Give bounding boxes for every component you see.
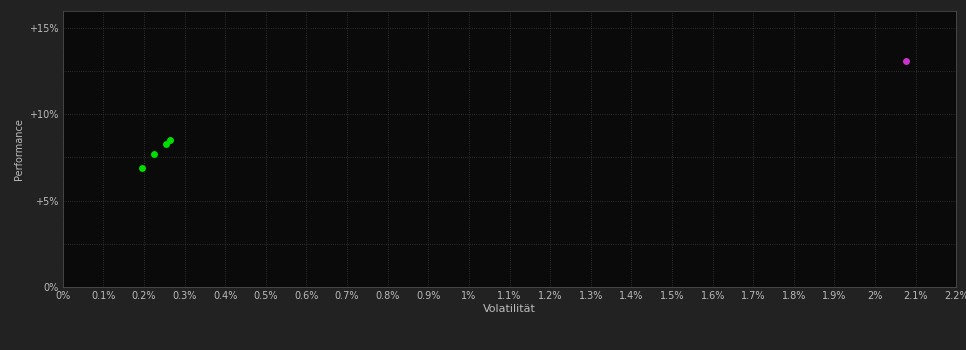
Point bbox=[134, 165, 150, 170]
X-axis label: Volatilität: Volatilität bbox=[483, 304, 536, 314]
Point bbox=[162, 137, 178, 143]
Point bbox=[147, 151, 162, 157]
Point bbox=[897, 58, 913, 63]
Point bbox=[158, 141, 174, 146]
Y-axis label: Performance: Performance bbox=[14, 118, 23, 180]
